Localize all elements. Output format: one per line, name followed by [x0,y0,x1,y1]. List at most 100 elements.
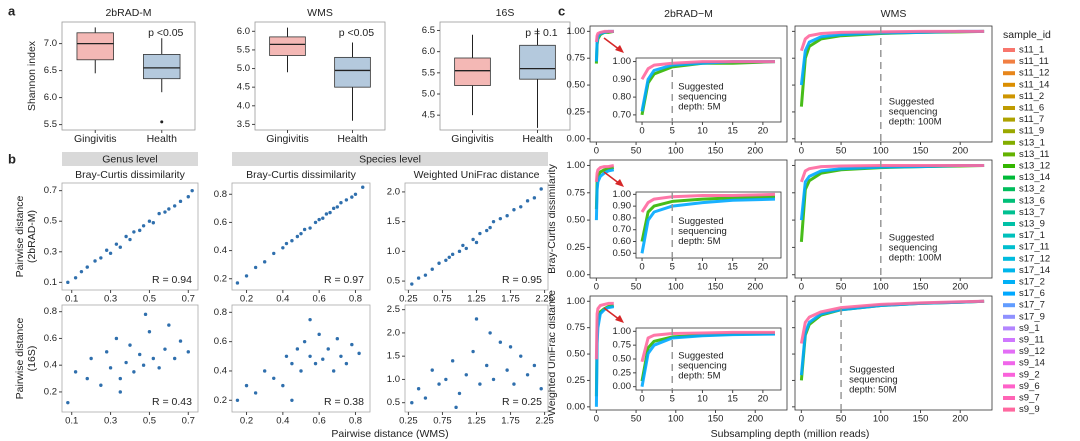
x-tick-label: 200 [952,414,968,425]
x-tick-label: 50 [836,146,847,157]
y-tick-label: 0.90 [613,201,632,212]
arrow-head [615,45,624,53]
y-tick-label: 0.8 [44,306,57,317]
legend-label: s13_2 [1019,184,1045,195]
annotation: sequencing [678,360,727,371]
x-tick-label: 15 [727,126,738,137]
y-tick-label: 0.50 [567,215,586,226]
point [321,357,325,361]
column-title: WMS [881,8,907,20]
legend-swatch [1003,152,1015,157]
point [151,221,156,225]
point [539,187,543,191]
point [108,366,113,370]
point [281,383,285,388]
point [331,369,336,373]
legend-swatch [1003,140,1015,145]
plot-frame [794,25,993,143]
legend-swatch [1003,175,1015,180]
point [437,261,441,265]
point [147,330,152,334]
y-axis-label: Bray-Curtis dissimilarity [546,163,558,273]
point [93,259,97,263]
annotation: Suggested [849,365,894,376]
legend-swatch [1003,256,1015,261]
legend-swatch [1003,361,1015,366]
point [167,207,171,211]
point [308,317,312,322]
point [525,373,530,377]
x-tick-label: 0.1 [65,416,78,427]
point [447,255,451,260]
point [485,228,489,233]
strip [62,152,198,166]
x-tick-label: 150 [708,282,724,293]
box [519,44,556,80]
point [430,368,434,372]
point [138,228,142,233]
point [437,382,441,386]
x-tick-label: 100 [873,146,889,157]
annotation: R = 0.38 [324,396,364,408]
x-tick-label: 1.75 [501,294,520,305]
point [350,342,354,347]
point [512,208,516,212]
legend-swatch [1003,233,1015,238]
point [272,376,276,380]
legend-swatch [1003,187,1015,192]
x-axis-label: Pairwise distance (WMS) [331,428,448,440]
annotation: R = 0.43 [152,396,192,408]
point [138,352,142,357]
y-axis-label: (2bRAD-M) [26,210,38,263]
point [295,234,300,239]
x-tick-label: 200 [747,282,763,293]
x-tick-label: 0 [799,414,804,425]
curve [594,29,614,43]
point [308,354,312,359]
x-tick-label: 0.6 [313,294,326,305]
y-tick-label: 0.00 [567,401,586,412]
y-tick-label: 1.00 [567,160,586,171]
y-tick-label: 0.90 [613,74,632,85]
point [457,391,462,396]
chart-title: Weighted UniFrac distance [414,169,540,181]
annotation: sequencing [678,226,727,237]
legend-swatch [1003,164,1015,168]
y-tick-label: 2.0 [387,186,400,197]
legend-label: s13_12 [1019,161,1050,172]
y-tick-label: 1.5 [387,216,400,227]
y-tick-label: 6.0 [237,26,250,37]
point [498,340,503,344]
point [505,213,509,218]
legend-swatch [1003,291,1015,296]
panel-label: a [8,3,16,18]
x-tick-label: 0 [594,146,599,157]
legend-swatch [1003,94,1015,99]
x-tick-label: 10 [697,126,708,137]
annotation: Suggested [678,216,723,227]
point [471,349,475,354]
annotation: Suggested [678,81,723,92]
y-tick-label: 1.00 [613,189,632,200]
x-tick-label: 0.4 [276,416,289,427]
point [114,336,119,341]
legend-label: s13_7 [1019,207,1045,218]
x-tick-label: 200 [952,146,968,157]
point [190,188,194,193]
legend-swatch [1003,245,1015,250]
x-tick-label: 0.5 [143,416,156,427]
point [324,212,329,216]
point [464,246,468,251]
legend-label: s17_12 [1019,253,1050,264]
plot-frame [61,182,199,291]
point [317,217,321,222]
point [505,368,509,372]
point [532,363,537,368]
y-tick-label: 1.00 [613,56,632,67]
legend-label: s9_1 [1019,323,1040,334]
point [290,239,294,243]
x-tick-label: 0 [639,262,644,273]
annotation: sequencing [889,243,938,254]
point [244,383,249,388]
y-tick-label: 0.6 [214,336,227,347]
